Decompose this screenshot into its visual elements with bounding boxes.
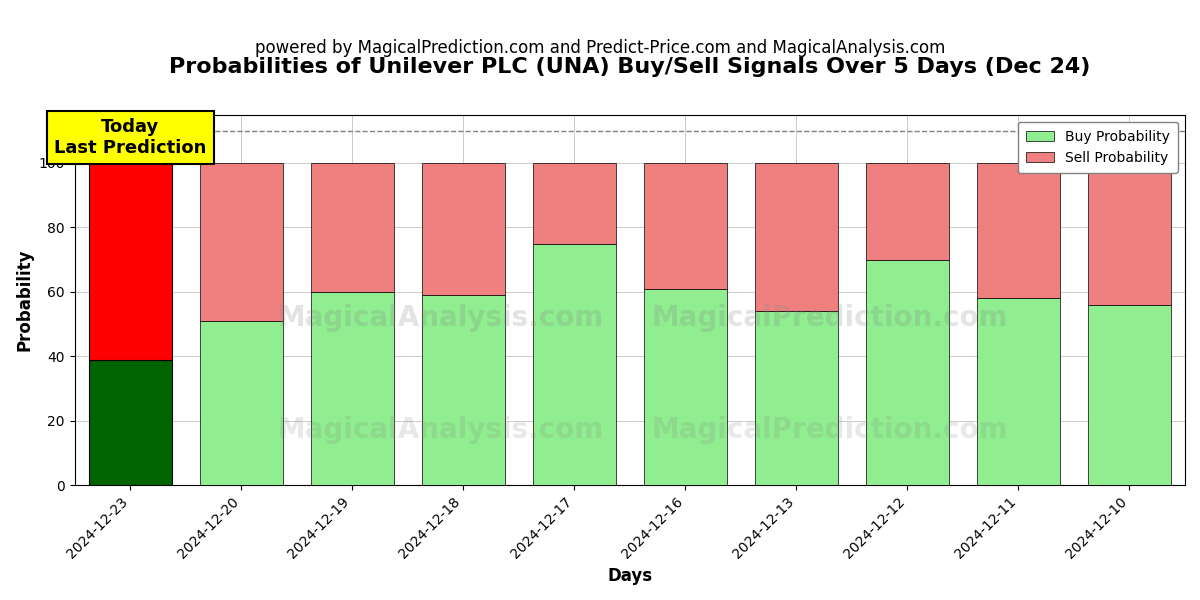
- Legend: Buy Probability, Sell Probability: Buy Probability, Sell Probability: [1018, 122, 1178, 173]
- Bar: [533, 163, 616, 244]
- Text: Today
Last Prediction: Today Last Prediction: [54, 118, 206, 157]
- X-axis label: Days: Days: [607, 567, 653, 585]
- Bar: [865, 260, 949, 485]
- Bar: [1088, 305, 1171, 485]
- Bar: [421, 295, 505, 485]
- Bar: [89, 359, 172, 485]
- Bar: [533, 244, 616, 485]
- Bar: [977, 298, 1060, 485]
- Bar: [311, 163, 394, 292]
- Y-axis label: Probability: Probability: [16, 248, 34, 351]
- Bar: [643, 163, 727, 289]
- Title: Probabilities of Unilever PLC (UNA) Buy/Sell Signals Over 5 Days (Dec 24): Probabilities of Unilever PLC (UNA) Buy/…: [169, 57, 1091, 77]
- Text: MagicalPrediction.com: MagicalPrediction.com: [652, 416, 1008, 443]
- Bar: [1088, 163, 1171, 305]
- Text: MagicalPrediction.com: MagicalPrediction.com: [652, 304, 1008, 332]
- Bar: [89, 163, 172, 359]
- Text: powered by MagicalPrediction.com and Predict-Price.com and MagicalAnalysis.com: powered by MagicalPrediction.com and Pre…: [254, 39, 946, 57]
- Bar: [755, 311, 838, 485]
- Bar: [199, 163, 283, 321]
- Text: MagicalAnalysis.com: MagicalAnalysis.com: [278, 304, 604, 332]
- Bar: [421, 163, 505, 295]
- Bar: [865, 163, 949, 260]
- Bar: [199, 321, 283, 485]
- Bar: [311, 292, 394, 485]
- Bar: [643, 289, 727, 485]
- Bar: [977, 163, 1060, 298]
- Text: MagicalAnalysis.com: MagicalAnalysis.com: [278, 416, 604, 443]
- Bar: [755, 163, 838, 311]
